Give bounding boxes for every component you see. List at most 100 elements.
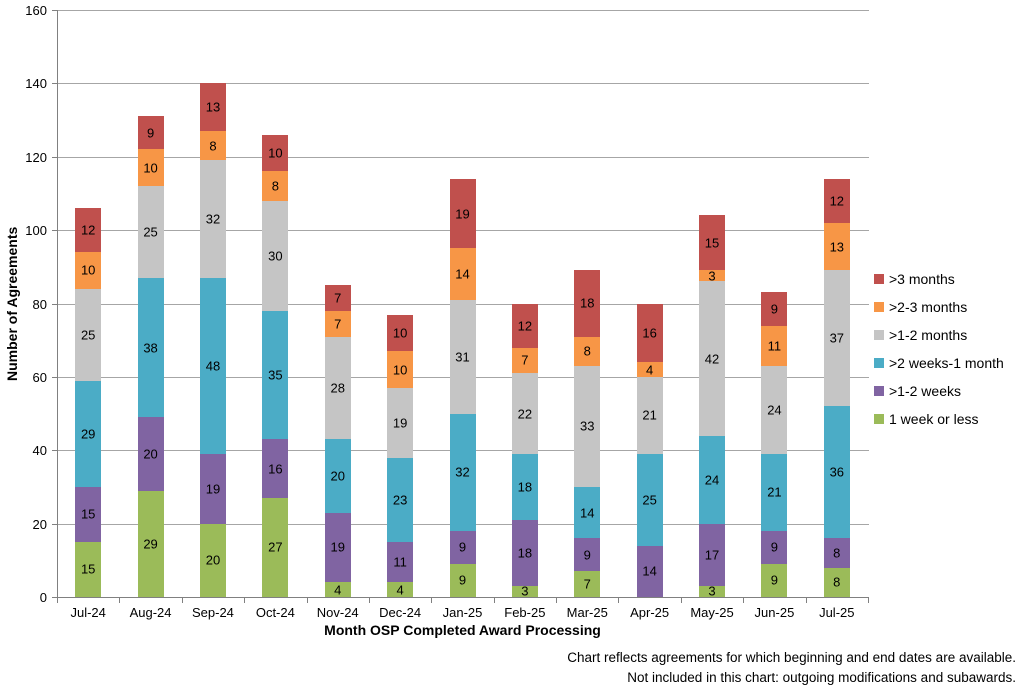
- bar-segment: 10: [387, 351, 414, 388]
- bar-segment: 25: [137, 186, 164, 278]
- bar-segment: 23: [387, 457, 414, 542]
- legend-label: >1-2 weeks: [889, 383, 961, 399]
- bar-segment-label: 18: [517, 545, 533, 561]
- y-tick-label: 40: [32, 443, 47, 459]
- bar-segment-label: 7: [334, 316, 342, 332]
- gridline: [58, 156, 869, 158]
- bar-segment-label: 14: [455, 266, 470, 282]
- legend-item: >1-2 weeks: [874, 384, 1004, 398]
- y-tick-label: 0: [39, 590, 47, 605]
- legend-item: >3 months: [874, 272, 1004, 286]
- bar-segment: 19: [324, 512, 351, 583]
- x-tick-label: Nov-24: [316, 605, 359, 620]
- bar-segment: 7: [324, 285, 351, 311]
- bar-segment-label: 14: [580, 505, 595, 521]
- x-tick-label: Apr-25: [630, 605, 670, 620]
- x-tick-label: Jul-25: [819, 605, 855, 620]
- bar-segment-label: 10: [143, 160, 158, 176]
- legend: >3 months >2-3 months >1-2 months >2 weeks-…: [874, 272, 1004, 426]
- bar-segment: 20: [324, 439, 351, 513]
- bar-segment-label: 10: [392, 362, 408, 378]
- bar-segment-label: 4: [334, 582, 342, 598]
- bar-segment-label: 8: [583, 343, 591, 359]
- y-tick-mark: [52, 83, 57, 85]
- bar-segment-label: 16: [268, 461, 283, 477]
- bar-segment-label: 18: [580, 295, 595, 311]
- y-tick-label: 80: [32, 296, 47, 312]
- bar-segment: 4: [324, 582, 351, 598]
- x-tick-mark: [368, 598, 370, 603]
- bar-segment-label: 4: [396, 582, 404, 598]
- x-tick-mark: [306, 598, 308, 603]
- bar-segment-label: 19: [330, 539, 345, 555]
- bar-segment-label: 25: [642, 492, 657, 508]
- bar-segment-label: 14: [642, 563, 657, 579]
- legend-swatch-icon: [874, 386, 884, 396]
- bar-segment-label: 4: [646, 362, 654, 378]
- bar-segment-label: 29: [143, 536, 158, 552]
- bar-segment-label: 9: [770, 539, 779, 555]
- bar-segment-label: 18: [517, 479, 533, 495]
- y-axis-line: [57, 10, 58, 598]
- x-tick-label: Aug-24: [129, 605, 172, 620]
- bar-segment: 38: [137, 277, 164, 418]
- y-tick-label: 20: [32, 516, 47, 532]
- bar-segment-label: 38: [143, 340, 158, 356]
- bar-segment: 21: [761, 453, 788, 531]
- y-tick-label: 160: [25, 3, 47, 18]
- bar-segment: 19: [387, 387, 414, 458]
- bar-segment: 3: [699, 585, 726, 598]
- bar-segment-label: 12: [517, 318, 533, 333]
- bar-segment-label: 9: [770, 301, 779, 317]
- legend-label: >1-2 months: [889, 327, 968, 343]
- bar-segment-label: 8: [271, 178, 279, 194]
- x-tick-label: Jan-25: [442, 605, 483, 620]
- x-tick-mark: [743, 598, 745, 603]
- bar-segment-label: 8: [833, 545, 841, 561]
- bar-segment-label: 27: [268, 539, 283, 555]
- legend-swatch-icon: [874, 274, 884, 284]
- x-tick-label: Mar-25: [566, 605, 608, 620]
- bar-segment: 30: [262, 200, 289, 311]
- bar-segment: 25: [75, 288, 102, 381]
- bar-segment-label: 20: [330, 468, 345, 484]
- legend-swatch-icon: [874, 302, 884, 312]
- x-tick-label: Jun-25: [754, 605, 795, 620]
- bar-segment: 14: [574, 486, 601, 539]
- bar-segment: 12: [823, 178, 850, 223]
- bar-segment: 24: [699, 435, 726, 524]
- bar-segment: 18: [574, 270, 601, 337]
- y-tick-label: 60: [32, 369, 47, 385]
- legend-item: >1-2 months: [874, 328, 1004, 342]
- bar-segment-label: 48: [205, 358, 221, 374]
- bar-segment: 28: [324, 336, 351, 440]
- bar-segment: 48: [199, 277, 226, 454]
- bar-segment: 20: [137, 417, 164, 491]
- bar-segment: 9: [449, 563, 476, 597]
- x-tick-mark: [181, 598, 183, 603]
- legend-swatch-icon: [874, 358, 884, 368]
- bar-segment-label: 25: [143, 224, 158, 240]
- x-axis-line: [57, 597, 869, 598]
- bar-segment: 27: [262, 497, 289, 597]
- bar-segment: 8: [199, 131, 226, 161]
- x-tick-label: Dec-24: [379, 605, 422, 620]
- bar-segment: 7: [511, 347, 538, 374]
- bar-segment: 3: [699, 269, 726, 282]
- bar-segment-label: 11: [767, 338, 782, 354]
- y-tick-label: 100: [25, 223, 47, 239]
- bar-segment-label: 24: [704, 472, 720, 488]
- bar-segment-label: 12: [80, 222, 96, 238]
- bar-segment-label: 10: [80, 262, 96, 278]
- y-tick-mark: [52, 230, 57, 232]
- x-tick-mark: [244, 598, 246, 603]
- bar-segment-label: 8: [833, 574, 841, 590]
- bar-segment-label: 21: [767, 484, 782, 500]
- bar-segment: 9: [574, 538, 601, 572]
- bar-segment: 14: [449, 248, 476, 300]
- bar-segment: 8: [574, 336, 601, 366]
- bar-segment-label: 31: [455, 349, 470, 365]
- x-tick-mark: [493, 598, 495, 603]
- bar-segment: 19: [199, 453, 226, 524]
